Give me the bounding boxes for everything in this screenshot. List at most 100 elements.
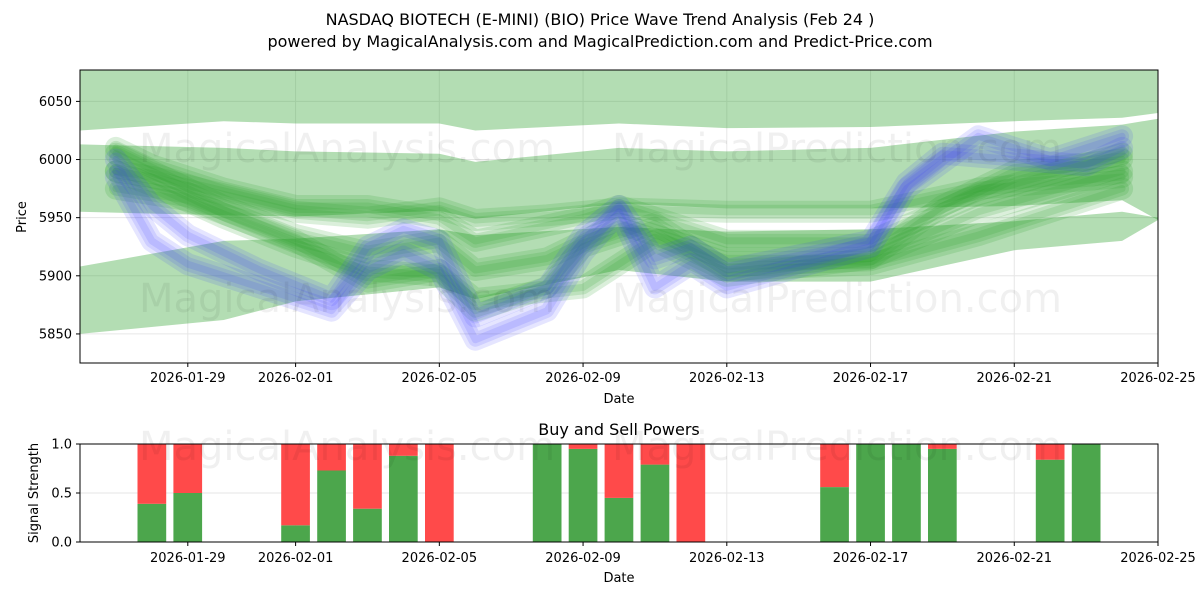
price-x-tick-label: 2026-01-29	[150, 371, 226, 386]
signal-y-ticks: 0.0 0.5 1.0	[51, 438, 80, 551]
sell-power-bar	[604, 444, 634, 498]
signal-x-tick-label: 2026-02-25	[1120, 551, 1196, 566]
sell-power-bar	[820, 444, 849, 488]
sell-power-bar	[1035, 444, 1065, 460]
price-band-1	[80, 70, 1158, 131]
price-wave-3-layer-3	[112, 167, 1126, 315]
price-plot-area	[80, 70, 1158, 363]
price-bands	[80, 70, 1158, 334]
price-wave-3-layer-1	[104, 160, 1134, 322]
buy-power-bar	[1071, 444, 1101, 542]
buy-power-bar	[820, 487, 849, 542]
price-wave-2-layer-1	[104, 142, 1134, 281]
sell-power-bar	[928, 444, 957, 449]
price-x-axis-label: Date	[603, 392, 634, 407]
signal-bars	[137, 444, 1101, 542]
signal-y-tick-label: 0.5	[51, 487, 72, 502]
watermark-analysis-bottom: MagicalAnalysis.com	[139, 424, 555, 470]
sell-power-bar	[676, 444, 706, 542]
price-band-2	[80, 118, 1158, 220]
sell-power-bar	[173, 444, 203, 493]
price-wave-3-layer-2	[108, 164, 1130, 318]
price-wave-5-layer-2	[108, 140, 1130, 248]
price-plot-frame	[79, 69, 1159, 364]
price-x-tick-label: 2026-02-13	[689, 371, 765, 386]
buy-power-bar	[856, 444, 885, 542]
price-wave-5-layer-1	[104, 136, 1134, 252]
price-y-tick-label: 5950	[39, 211, 72, 226]
price-wave-6-layer-2	[108, 129, 1130, 347]
price-wave-4-layer-1	[104, 148, 1134, 311]
price-y-ticks: 5850 5900 5950 6000 6050	[39, 95, 80, 342]
signal-x-tick-label: 2026-02-21	[976, 551, 1052, 566]
price-wave-7-layer-1	[104, 136, 1134, 328]
signal-x-tick-label: 2026-02-01	[258, 551, 334, 566]
price-wave-2-layer-2	[108, 146, 1130, 277]
watermark-prediction-top: MagicalPrediction.com	[612, 126, 1062, 172]
price-y-tick-label: 5850	[39, 327, 72, 342]
buy-power-bar	[604, 497, 634, 542]
signal-x-tick-label: 2026-02-09	[545, 551, 621, 566]
signal-x-tick-label: 2026-02-05	[402, 551, 478, 566]
price-y-tick-label: 6050	[39, 95, 72, 110]
buy-power-bar	[532, 444, 562, 542]
sell-power-bar	[389, 444, 418, 456]
signal-y-tick-label: 1.0	[51, 438, 72, 453]
sell-power-bar	[137, 444, 167, 504]
price-y-tick-label: 6000	[39, 153, 72, 168]
buy-power-bar	[892, 444, 921, 542]
price-wave-4-layer-2	[108, 152, 1130, 307]
price-waves	[104, 125, 1134, 351]
signal-y-axis-label: Signal Strength	[27, 443, 42, 543]
price-x-tick-label: 2026-02-25	[1120, 371, 1196, 386]
price-x-tick-label: 2026-02-17	[833, 371, 909, 386]
price-wave-6-layer-3	[112, 132, 1126, 344]
watermark-prediction-mid: MagicalPrediction.com	[612, 276, 1062, 322]
watermark-prediction-bottom: MagicalPrediction.com	[612, 424, 1062, 470]
price-wave-6-layer-1	[104, 125, 1134, 351]
chart-title-line-2: powered by MagicalAnalysis.com and Magic…	[267, 32, 932, 51]
price-x-tick-label: 2026-02-05	[402, 371, 478, 386]
buy-power-bar	[281, 525, 310, 542]
price-x-tick-label: 2026-02-01	[258, 371, 334, 386]
signal-x-axis-label: Date	[603, 571, 634, 586]
chart-title-line-1: NASDAQ BIOTECH (E-MINI) (BIO) Price Wave…	[326, 10, 875, 29]
sell-power-bar	[317, 444, 346, 471]
sell-power-bar	[281, 444, 310, 526]
price-wave-1-layer-1	[104, 160, 1134, 231]
price-y-tick-label: 5900	[39, 269, 72, 284]
buy-power-bar	[317, 470, 346, 542]
buy-power-bar	[1035, 459, 1065, 542]
price-panel: MagicalAnalysis.com MagicalPrediction.co…	[15, 69, 1196, 407]
price-y-axis-label: Price	[15, 201, 30, 233]
price-wave-7-layer-2	[108, 140, 1130, 324]
price-band-3	[80, 211, 1158, 334]
price-x-tick-label: 2026-02-21	[976, 371, 1052, 386]
signal-x-tick-label: 2026-02-17	[833, 551, 909, 566]
buy-power-bar	[389, 455, 418, 542]
price-x-ticks: 2026-01-29 2026-02-01 2026-02-05 2026-02-09…	[150, 363, 1196, 386]
signal-x-tick-label: 2026-01-29	[150, 551, 226, 566]
buy-power-bar	[353, 508, 382, 542]
price-wave-4-layer-3	[112, 156, 1126, 303]
watermark-analysis-top: MagicalAnalysis.com	[139, 126, 555, 172]
signal-y-tick-label: 0.0	[51, 536, 72, 551]
sell-power-bar	[568, 444, 598, 449]
signal-x-ticks: 2026-01-29 2026-02-01 2026-02-05 2026-02-09…	[150, 542, 1196, 566]
sell-power-bar	[640, 444, 670, 465]
signal-x-tick-label: 2026-02-13	[689, 551, 765, 566]
signal-panel: Buy and Sell Powers MagicalAnalysis.com …	[27, 420, 1196, 586]
buy-power-bar	[568, 448, 598, 542]
price-wave-5-layer-3	[112, 144, 1126, 245]
price-wave-1-layer-3	[112, 167, 1126, 224]
price-x-tick-label: 2026-02-09	[545, 371, 621, 386]
buy-power-bar	[137, 503, 167, 542]
buy-power-bar	[173, 493, 203, 542]
buy-power-bar	[640, 464, 670, 542]
buy-power-bar	[928, 448, 957, 542]
watermark-analysis-mid: MagicalAnalysis.com	[139, 276, 555, 322]
sell-power-bar	[425, 444, 454, 542]
price-wave-2-layer-3	[112, 150, 1126, 274]
